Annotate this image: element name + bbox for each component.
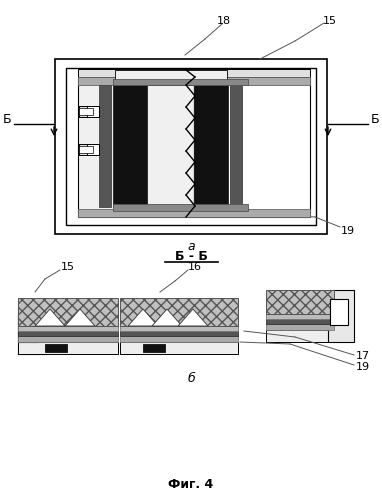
- Bar: [120, 336, 238, 342]
- Text: б: б: [187, 372, 195, 386]
- Bar: [79, 106, 87, 117]
- Bar: [194, 85, 228, 207]
- Bar: [328, 290, 354, 342]
- Bar: [18, 331, 118, 336]
- Bar: [78, 69, 310, 77]
- Bar: [79, 144, 99, 155]
- Bar: [266, 324, 334, 330]
- Bar: [18, 336, 118, 342]
- Polygon shape: [152, 309, 182, 326]
- Bar: [45, 344, 67, 352]
- Bar: [78, 77, 194, 217]
- Bar: [115, 70, 227, 85]
- Bar: [78, 77, 310, 85]
- Text: Б: Б: [3, 112, 11, 126]
- Bar: [18, 342, 118, 354]
- Bar: [66, 68, 316, 225]
- Text: 19: 19: [341, 226, 355, 236]
- Bar: [194, 77, 310, 217]
- Bar: [18, 314, 38, 342]
- Text: Б: Б: [371, 112, 379, 126]
- Text: 15: 15: [61, 262, 75, 272]
- Bar: [113, 204, 248, 211]
- Bar: [266, 314, 334, 319]
- Bar: [78, 209, 310, 217]
- Polygon shape: [35, 309, 65, 326]
- Bar: [120, 326, 238, 331]
- Text: 15: 15: [323, 16, 337, 26]
- Bar: [113, 79, 248, 85]
- Bar: [120, 342, 238, 354]
- Bar: [143, 344, 165, 352]
- Text: Б - Б: Б - Б: [175, 250, 207, 263]
- Bar: [266, 290, 334, 314]
- Bar: [55, 59, 327, 234]
- Polygon shape: [128, 309, 158, 326]
- Polygon shape: [65, 309, 95, 326]
- Bar: [113, 85, 147, 207]
- Bar: [79, 108, 93, 115]
- Bar: [18, 326, 118, 331]
- Bar: [230, 85, 242, 207]
- Bar: [79, 146, 93, 153]
- Bar: [79, 106, 99, 117]
- Text: 18: 18: [217, 16, 231, 26]
- Bar: [18, 304, 48, 354]
- Bar: [120, 331, 238, 336]
- Text: 17: 17: [356, 351, 370, 361]
- Bar: [330, 299, 348, 325]
- Bar: [18, 298, 118, 326]
- Text: 16: 16: [188, 262, 202, 272]
- Bar: [266, 319, 334, 324]
- Text: Фиг. 4: Фиг. 4: [168, 478, 214, 491]
- Bar: [79, 144, 87, 155]
- Text: а: а: [187, 240, 195, 252]
- Bar: [99, 85, 111, 207]
- Text: 19: 19: [356, 362, 370, 372]
- Bar: [266, 330, 334, 342]
- Bar: [120, 298, 238, 326]
- Polygon shape: [178, 309, 208, 326]
